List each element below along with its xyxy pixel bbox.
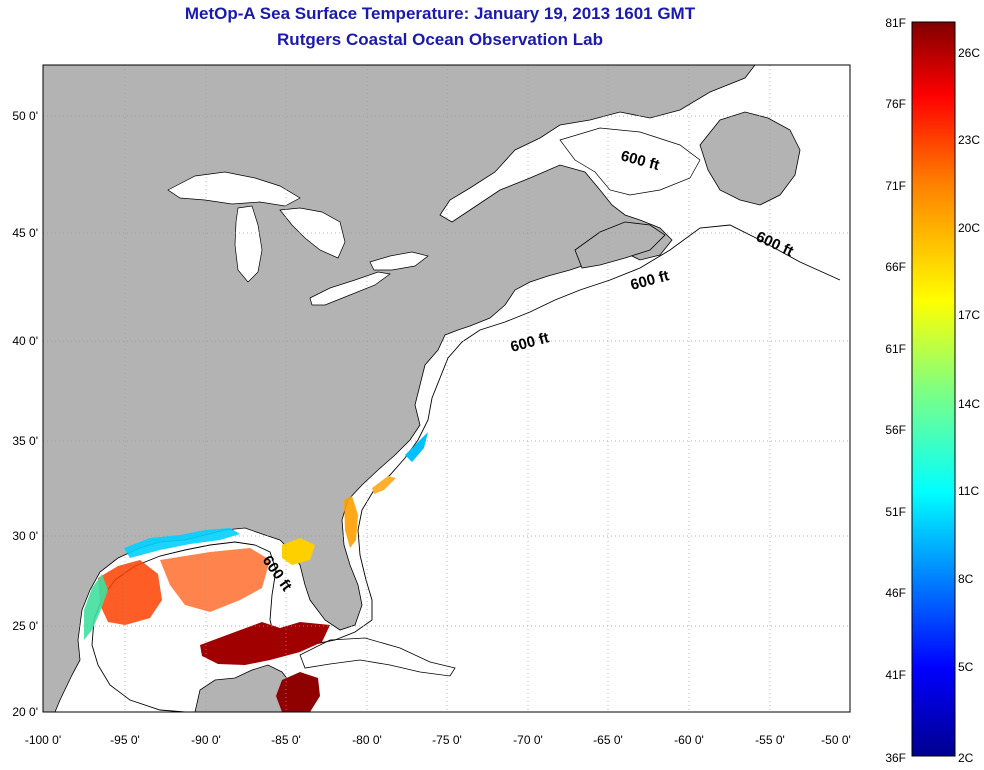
sst-patch-warm (160, 548, 270, 612)
lon-tick-label: -55 0' (755, 733, 785, 747)
lat-tick-label: 40 0' (12, 334, 38, 348)
sst-patch-gulfstream (372, 476, 396, 494)
colorbar-gradient (911, 21, 956, 757)
lon-tick-label: -95 0' (110, 733, 140, 747)
map-border (42, 64, 851, 713)
colorbar-c-label: 11C (958, 484, 979, 498)
sst-patch-cool (84, 574, 108, 640)
lon-tick-label: -65 0' (593, 733, 623, 747)
lon-tick-label: -70 0' (513, 733, 543, 747)
colorbar-f-label: 61F (885, 342, 906, 356)
cuba-land (299, 637, 456, 677)
sst-patch-cool (124, 528, 240, 558)
lat-tick-label: 45 0' (12, 226, 38, 240)
lon-tick-label: -85 0' (271, 733, 301, 747)
sst-patch-florida (344, 496, 358, 548)
lake-ontario (369, 251, 429, 271)
colorbar: 81F 76F 71F 66F 61F 56F 51F 46F 41F 36F … (885, 16, 980, 765)
colorbar-c-label: 17C (958, 308, 980, 322)
map-subtitle: Rutgers Coastal Ocean Observation Lab (277, 30, 603, 49)
lake-huron (279, 207, 346, 259)
colorbar-f-label: 71F (885, 179, 906, 193)
lat-tick-label: 30 0' (12, 529, 38, 543)
colorbar-c-label: 26C (958, 46, 980, 60)
sst-patch-yellow (282, 538, 315, 565)
map-title: MetOp-A Sea Surface Temperature: January… (184, 4, 696, 23)
lon-tick-label: -50 0' (821, 733, 851, 747)
lat-tick-label: 35 0' (12, 434, 38, 448)
colorbar-f-label: 51F (885, 505, 906, 519)
newfoundland-land (699, 111, 801, 206)
lake-erie (309, 271, 391, 306)
colorbar-c-label: 14C (958, 397, 980, 411)
sst-patch-carolina (405, 432, 428, 462)
lon-tick-label: -80 0' (352, 733, 382, 747)
lon-tick-label: -100 0' (25, 733, 61, 747)
map-grid (43, 65, 850, 712)
colorbar-f-label: 36F (885, 751, 906, 765)
sst-patch-hot (276, 672, 320, 712)
lake-superior (167, 171, 301, 207)
colorbar-c-label: 5C (958, 660, 974, 674)
colorbar-f-label: 81F (885, 16, 906, 30)
lon-axis: -100 0' -95 0' -90 0' -85 0' -80 0' -75 … (25, 733, 851, 747)
lake-michigan (234, 205, 263, 283)
lon-tick-label: -75 0' (432, 733, 462, 747)
lat-tick-label: 50 0' (12, 109, 38, 123)
lat-tick-label: 25 0' (12, 619, 38, 633)
gulf-st-lawrence (559, 127, 701, 196)
colorbar-f-label: 41F (885, 668, 906, 682)
lon-tick-label: -90 0' (191, 733, 221, 747)
colorbar-f-label: 56F (885, 423, 906, 437)
colorbar-f-label: 76F (885, 97, 906, 111)
colorbar-f-label: 66F (885, 260, 906, 274)
colorbar-c-label: 23C (958, 133, 980, 147)
lat-axis: 50 0' 45 0' 40 0' 35 0' 30 0' 25 0' 20 0… (12, 109, 38, 719)
sst-patch-warm (98, 560, 162, 625)
colorbar-f-label: 46F (885, 586, 906, 600)
lat-tick-label: 20 0' (12, 705, 38, 719)
colorbar-c-label: 8C (958, 572, 974, 586)
lon-tick-label: -60 0' (674, 733, 704, 747)
sst-patch-hot (200, 622, 330, 665)
colorbar-c-label: 20C (958, 221, 980, 235)
nova-scotia-land (574, 221, 666, 269)
colorbar-c-label: 2C (958, 751, 974, 765)
